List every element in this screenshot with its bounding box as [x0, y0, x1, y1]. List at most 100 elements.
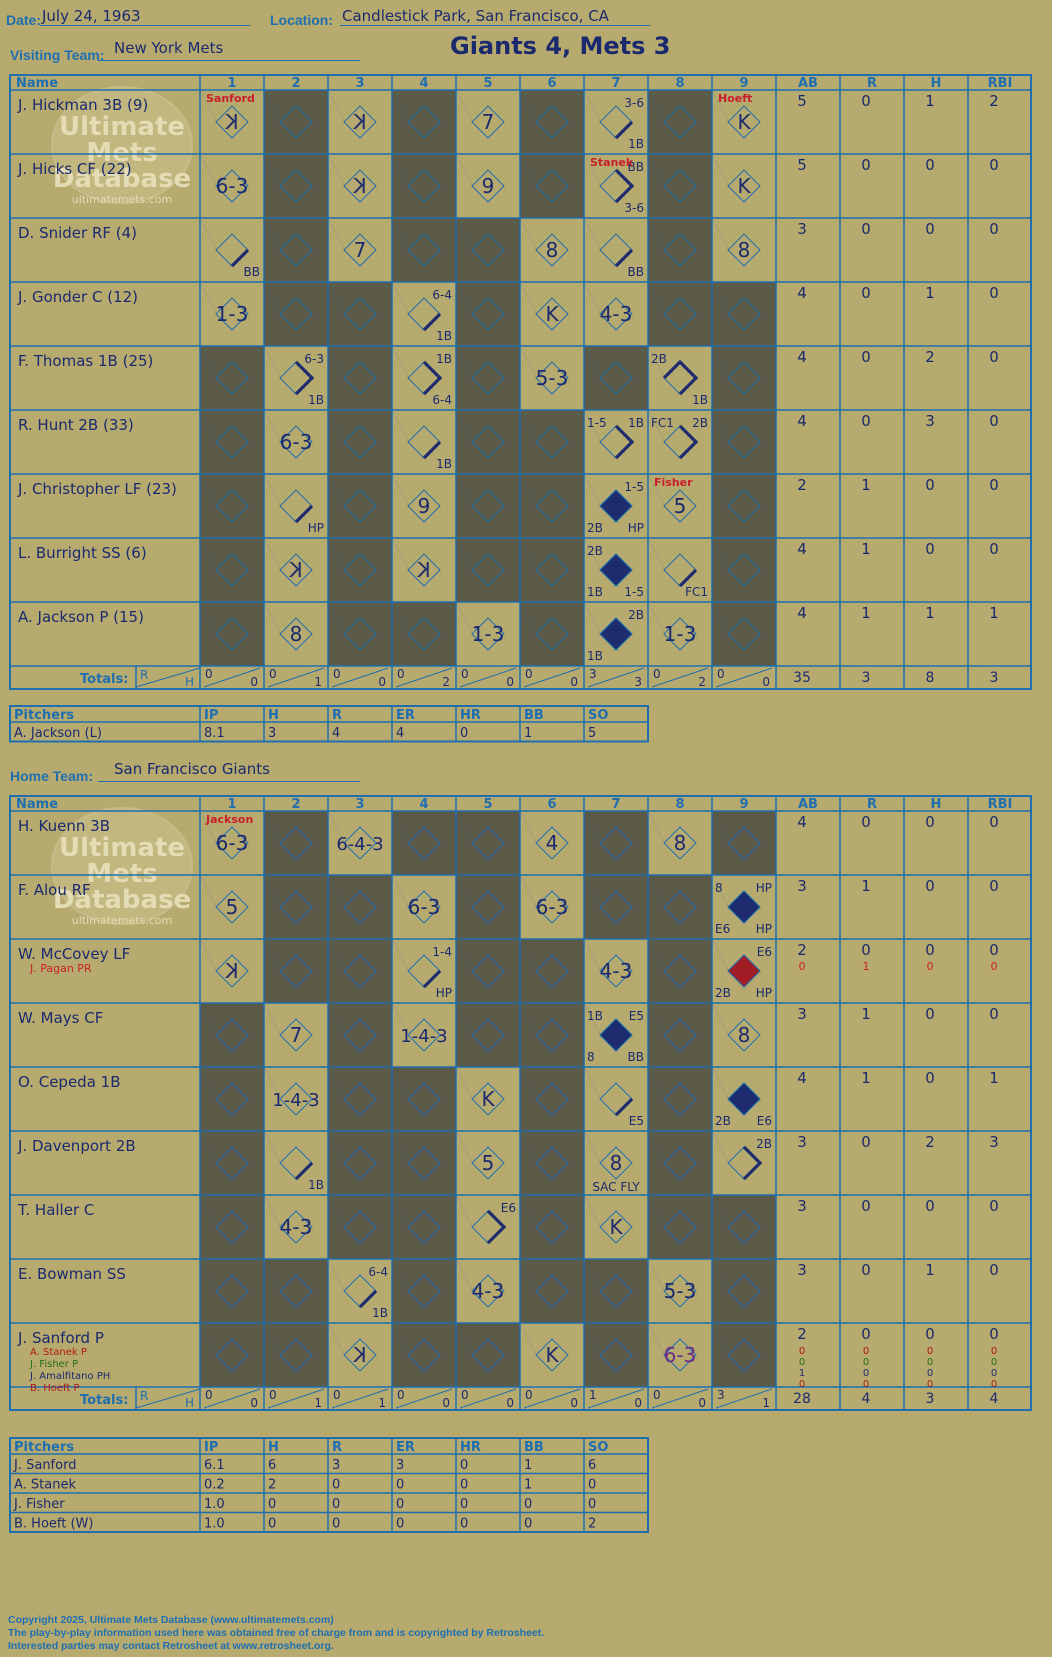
grid-guide	[455, 473, 473, 506]
unused-inning-cell	[712, 474, 776, 538]
grid-guide	[199, 1002, 217, 1035]
team-total: 8	[926, 670, 935, 686]
play-note: 1B	[587, 1009, 603, 1023]
play-result: K	[609, 1215, 623, 1239]
pitching-stat: 0	[396, 1478, 404, 1493]
inning-runs: 0	[461, 667, 469, 681]
base-diamond	[279, 489, 313, 523]
unused-inning-cell	[712, 811, 776, 875]
player-stat: 4	[797, 604, 807, 622]
grid-guide	[583, 1258, 601, 1291]
pitching-stat: 2	[588, 1517, 596, 1532]
unused-inning-cell	[584, 1323, 648, 1387]
play-result: 1-4-3	[400, 1026, 447, 1047]
pitching-header: HR	[460, 708, 481, 723]
unused-inning-cell	[392, 602, 456, 666]
grid-guide	[263, 153, 281, 186]
player-stat: 1	[861, 540, 871, 558]
base-diamond	[599, 105, 633, 139]
grid-guide	[263, 1130, 281, 1163]
substitute-stat: 0	[991, 1368, 997, 1379]
player-stat: 0	[925, 1005, 935, 1023]
base-diamond	[343, 105, 377, 139]
base-diamond	[215, 1018, 249, 1052]
unused-inning-cell	[200, 1067, 264, 1131]
watermark-text: Mets	[86, 138, 157, 168]
unused-inning-cell	[712, 1195, 776, 1259]
play-note: 1-5	[587, 416, 607, 430]
base-diamond	[471, 890, 505, 924]
base-diamond	[343, 1146, 377, 1180]
substitute-stat: 0	[991, 1357, 997, 1368]
play-note: E5	[629, 1114, 644, 1128]
player-stat: 2	[797, 476, 807, 494]
unused-inning-cell	[456, 811, 520, 875]
player-stat: 0	[925, 476, 935, 494]
pitching-header: R	[332, 1440, 342, 1455]
grid-guide	[519, 938, 537, 971]
play-cell: 5	[226, 895, 239, 919]
base-diamond	[407, 1082, 441, 1116]
date-value: July 24, 1963	[42, 7, 141, 25]
grid-guide	[519, 1130, 537, 1163]
watermark-badge	[51, 86, 193, 204]
play-note: 8	[587, 1050, 595, 1064]
play-note: 1B	[308, 1178, 324, 1192]
play-result: 9	[482, 174, 495, 198]
player-name: L. Burright SS (6)	[18, 544, 147, 562]
unused-inning-cell	[456, 538, 520, 602]
grid-guide	[647, 473, 665, 506]
totals-divider	[715, 667, 773, 688]
run-scored-diamond	[727, 954, 761, 988]
player-stat: 3	[797, 1261, 807, 1279]
grid-guide	[711, 1002, 729, 1035]
base-diamond	[343, 297, 377, 331]
play-result: 1-4-3	[272, 1090, 319, 1111]
play-note: 3-6	[624, 96, 644, 110]
unused-inning-cell	[392, 1067, 456, 1131]
grid-guide	[263, 473, 281, 506]
grid-guide	[647, 1002, 665, 1035]
base-diamond	[471, 361, 505, 395]
player-stat: 0	[861, 813, 871, 831]
unused-inning-cell	[200, 1259, 264, 1323]
play-cell: BB	[230, 248, 260, 279]
base-diamond	[407, 425, 441, 459]
player-stat: 3	[989, 1133, 999, 1151]
grid-guide	[391, 601, 409, 634]
player-stat: 4	[797, 348, 807, 366]
pitching-header: SO	[588, 1440, 608, 1455]
base-diamond	[471, 169, 505, 203]
team-total: 28	[793, 1391, 811, 1407]
pitching-stat: 0	[460, 1478, 468, 1493]
grid-guide	[327, 601, 345, 634]
play-result: 6-3	[408, 895, 441, 919]
inning-hits: 0	[698, 1396, 706, 1410]
grid-guide	[455, 281, 473, 314]
stat-header: H	[931, 76, 942, 91]
substitute-stat: 0	[927, 1346, 933, 1357]
basepath-line	[422, 312, 442, 332]
inning-runs: 0	[653, 1388, 661, 1402]
footer: Copyright 2025, Ultimate Mets Database (…	[8, 1614, 544, 1653]
pitching-stat: 1	[524, 726, 532, 741]
unused-inning-cell	[264, 1323, 328, 1387]
column-header-name: Name	[16, 76, 58, 91]
grid-guide	[583, 810, 601, 843]
inning-header: 9	[739, 797, 748, 812]
play-cell: K	[353, 110, 367, 134]
inning-header: 4	[419, 797, 428, 812]
grid-guide	[455, 1066, 473, 1099]
base-diamond	[663, 1210, 697, 1244]
grid-guide	[455, 217, 473, 250]
play-result: 6-4-3	[336, 834, 383, 855]
base-diamond	[663, 1146, 697, 1180]
play-cell: K	[737, 174, 751, 198]
grid-guide	[327, 537, 345, 570]
player-stat: 4	[797, 284, 807, 302]
grid-guide	[711, 537, 729, 570]
home-scorecard: Name 1 2 3 4 5 6 7 8 9 AB R H RBI UltimateMetsDatabase…	[9, 795, 1032, 1411]
visitor-scorecard: Name 1 2 3 4 5 6 7 8 9 AB R H RBI UltimateMetsDatabase…	[9, 74, 1032, 690]
grid-guide	[263, 281, 281, 314]
